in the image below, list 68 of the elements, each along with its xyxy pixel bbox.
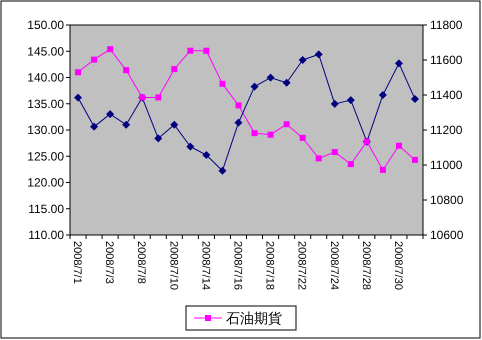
y2-tick-label: 10800: [430, 193, 464, 207]
x-tick-label: 2008/7/24: [328, 241, 340, 290]
point: [298, 56, 307, 64]
y-tick-label: 150.00: [27, 18, 64, 32]
point: [394, 59, 403, 68]
y-tick-label: 145.00: [27, 44, 64, 58]
x-tick-label: 2008/7/16: [231, 241, 244, 290]
point: [252, 130, 258, 136]
point: [268, 132, 274, 138]
x-tick-label: 2008/7/14: [199, 241, 212, 290]
point: [75, 69, 82, 76]
point: [123, 67, 130, 74]
point: [91, 56, 98, 63]
point: [330, 100, 339, 108]
point: [284, 121, 290, 128]
point: [218, 166, 226, 175]
y-tick-label: 115.00: [28, 202, 64, 216]
point: [202, 151, 210, 160]
point: [234, 118, 242, 127]
y-tick-label: 140.00: [27, 70, 64, 84]
point: [170, 120, 178, 129]
point: [106, 110, 114, 118]
y2-tick-label: 11400: [430, 88, 463, 102]
y-tick-label: 110.00: [28, 228, 64, 242]
y2-tick-label: 10600: [430, 228, 464, 242]
point: [410, 95, 419, 104]
point: [316, 155, 322, 162]
x-tick-label: 2008/7/28: [360, 241, 372, 290]
point: [186, 142, 194, 151]
point: [314, 50, 323, 58]
point: [187, 48, 194, 54]
point: [90, 122, 98, 131]
point: [122, 120, 130, 129]
point: [396, 142, 402, 149]
point: [107, 46, 114, 52]
point: [380, 166, 386, 173]
point: [332, 149, 338, 156]
point: [74, 94, 82, 102]
y-tick-label: 125.00: [27, 149, 64, 164]
point: [412, 156, 418, 163]
point: [235, 102, 242, 108]
x-tick-label: 2008/7/22: [296, 241, 308, 290]
y2-tick-label: 11600: [430, 53, 463, 67]
x-tick-label: 2008/7/10: [167, 241, 180, 290]
y-tick-label: 130.00: [27, 123, 64, 137]
point: [300, 134, 306, 141]
x-tick-label: 2008/7/18: [264, 241, 276, 290]
y-tick-label: 120.00: [27, 176, 64, 190]
point: [250, 82, 259, 91]
point: [348, 161, 354, 168]
point: [378, 91, 387, 99]
point: [155, 94, 162, 100]
y-tick-label: 135.00: [27, 96, 64, 111]
point: [203, 48, 210, 54]
point: [282, 78, 291, 87]
point: [219, 80, 226, 87]
y2-tick-label: 11200: [430, 123, 463, 137]
point: [171, 66, 178, 72]
x-tick-label: 2008/7/8: [135, 241, 148, 284]
x-tick-label: 2008/7/30: [392, 241, 404, 290]
x-tick-label: 2008/7/3: [103, 241, 116, 284]
y2-tick-label: 11800: [430, 18, 463, 32]
point: [266, 74, 275, 82]
point: [346, 96, 355, 104]
point: [154, 134, 162, 142]
legend-label: 石油期貨: [226, 310, 282, 326]
y2-tick-label: 11000: [430, 158, 463, 172]
x-tick-label: 2008/7/1: [71, 241, 84, 284]
